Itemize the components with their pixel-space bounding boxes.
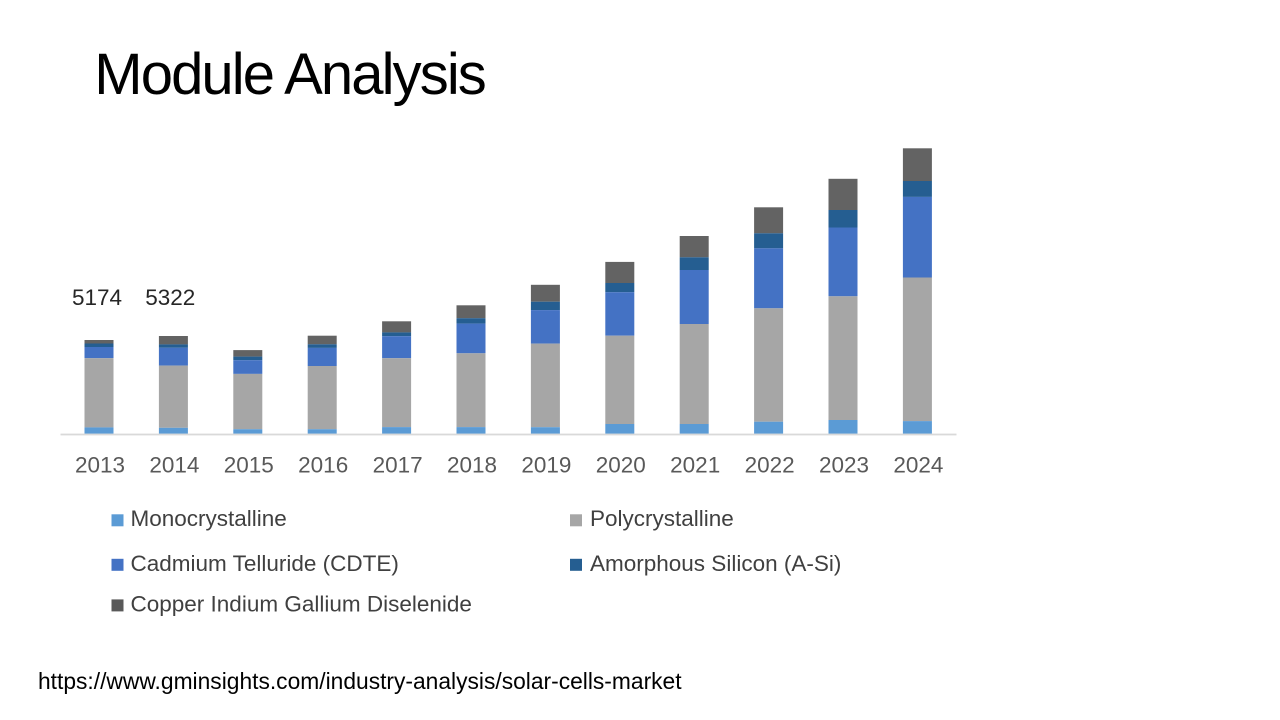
svg-text:2024: 2024 [893, 452, 943, 477]
svg-text:2015: 2015 [224, 452, 274, 477]
svg-text:Monocrystalline: Monocrystalline [131, 506, 287, 531]
svg-text:5322: 5322 [145, 285, 195, 310]
svg-text:Polycrystalline: Polycrystalline [590, 506, 734, 531]
svg-text:2016: 2016 [298, 452, 348, 477]
svg-text:2021: 2021 [670, 452, 720, 477]
svg-text:2022: 2022 [745, 452, 795, 477]
svg-text:2017: 2017 [373, 452, 423, 477]
svg-text:2014: 2014 [149, 452, 199, 477]
svg-text:2013: 2013 [75, 452, 125, 477]
svg-text:2019: 2019 [521, 452, 571, 477]
svg-text:Cadmium Telluride (CDTE): Cadmium Telluride (CDTE) [131, 551, 399, 576]
svg-text:Amorphous Silicon (A-Si): Amorphous Silicon (A-Si) [590, 551, 841, 576]
svg-text:Copper Indium Gallium Diseleni: Copper Indium Gallium Diselenide [131, 592, 472, 617]
svg-text:2023: 2023 [819, 452, 869, 477]
svg-text:2020: 2020 [596, 452, 646, 477]
svg-text:5174: 5174 [72, 285, 122, 310]
svg-text:2018: 2018 [447, 452, 497, 477]
